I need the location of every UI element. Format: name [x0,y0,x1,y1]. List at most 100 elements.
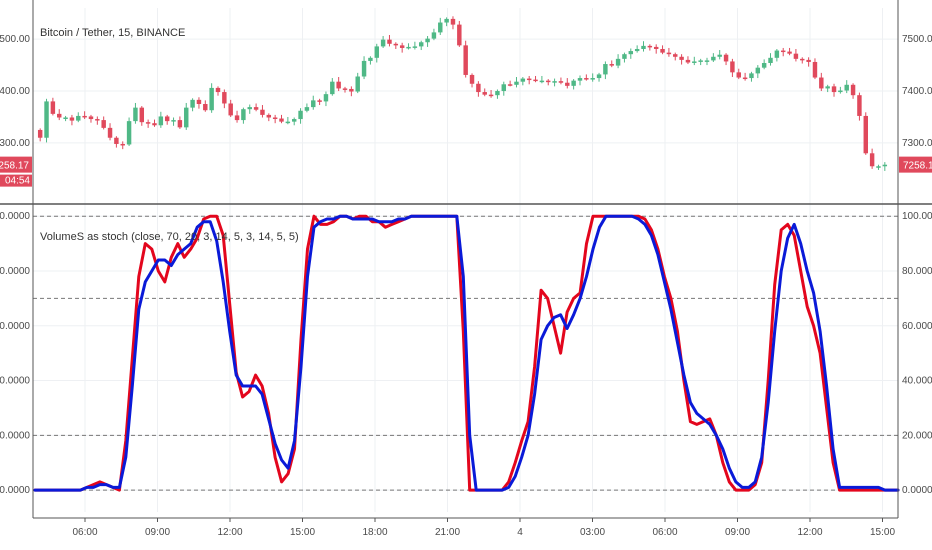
oscillator-pane-title: VolumeS as stoch (close, 70, 20, 3, 14, … [40,231,299,243]
candle-body [755,67,761,74]
candle-body [571,80,576,86]
candle-body [323,94,329,102]
time-tick-label: 09:00 [725,527,750,538]
candle-body [311,100,316,108]
oscillator-tick-label-left: 60.0000 [0,321,30,332]
candle-body [768,57,773,64]
candle-body [736,72,741,78]
time-tick-label: 06:00 [652,527,677,538]
candle-body [546,80,551,83]
candle-body [876,166,881,168]
candle-body [209,87,214,111]
candle-body [126,121,132,145]
candle-body [291,119,297,122]
candle-body [787,51,792,54]
candle-body [552,81,557,83]
candle-body [704,60,710,62]
oscillator-tick-label-left: 20.0000 [0,430,30,441]
candle-body [673,54,678,57]
price-tick-label-right: 7300.00 [902,138,932,149]
candle-body [260,109,265,115]
candle-body [63,117,68,119]
candle-body [101,120,106,128]
candle-body [272,117,278,119]
candle-body [622,54,627,59]
candle-body [806,59,811,62]
grid-lines [33,8,898,512]
candle-body [164,116,170,122]
candle-body [685,59,691,63]
time-axis[interactable]: 06:00 09:00 12:00 15:00 18:00 21:00 4 03:00 06:0… [72,518,895,538]
candle-body [228,103,233,116]
oscillator-series-blue [33,214,900,492]
candle-body [50,101,56,114]
candle-body [609,64,614,66]
candle-body [336,81,341,89]
time-tick-label: 15:00 [870,527,895,538]
candle-body [412,46,418,48]
candle-body [304,107,310,111]
candle-body [558,81,564,83]
candle-body [266,114,272,118]
oscillator-lines [33,214,900,492]
candle-body [361,60,367,77]
oscillator-axes[interactable]: 0.0000 0.0000 20.0000 20.0000 40.0000 40.0000… [0,211,932,496]
time-tick-label: 09:00 [145,527,170,538]
candle-body [82,115,87,118]
candle-body [653,46,659,49]
candle-body [241,109,246,121]
candle-body [285,121,291,124]
candle-body [203,104,208,111]
candle-body [539,80,545,83]
candle-body [565,82,570,86]
candle-body [831,86,837,93]
candle-body [88,116,94,120]
candle-body [380,39,386,47]
candle-body [692,61,697,63]
candle-body [615,58,621,66]
last-price-badge [0,156,32,173]
candle-body [863,115,868,154]
candle-body [526,78,532,81]
time-tick-label: 03:00 [580,527,605,538]
candle-body [774,50,780,58]
time-tick-label: 4 [517,527,523,538]
oscillator-series-red [33,214,900,492]
candle-body [520,78,526,82]
candle-body [393,43,399,46]
candle-body [107,127,113,138]
candle-body [133,107,138,122]
candle-body [342,88,348,90]
candle-body [844,84,849,91]
oscillator-tick-label-left: 40.0000 [0,376,30,387]
candle-body [184,107,189,128]
candle-body [368,57,373,61]
candle-body [463,45,468,75]
candle-body [641,45,646,49]
candle-body [349,88,354,92]
oscillator-tick-label-left: 80.0000 [0,266,30,277]
oscillator-tick-label-left: 100.0000 [0,211,30,222]
candle-body [457,24,462,46]
candle-body [145,122,151,124]
candle-body [730,61,735,73]
candle-body [450,18,456,25]
price-candles [37,16,888,171]
candle-body [679,56,684,60]
candle-body [698,60,703,62]
candle-body [374,46,379,58]
candle-body [793,53,799,59]
candle-body [418,42,424,47]
price-axes[interactable]: 7300.00 7300.00 7400.00 7400.00 7500.00 7500.… [0,34,932,187]
price-tick-label-left: 7300.00 [0,138,30,149]
price-pane-title: Bitcoin / Tether, 15, BINANCE [40,27,185,39]
pane-frame [0,0,932,519]
oscillator-tick-label-right: 60.0000 [902,321,932,332]
candle-body [628,51,634,55]
price-tick-label-right: 7400.00 [902,86,932,97]
candle-body [37,129,43,138]
candle-body [152,123,157,126]
candle-body [603,64,608,75]
oscillator-tick-label-right: 80.0000 [902,266,932,277]
candle-body [247,107,252,110]
